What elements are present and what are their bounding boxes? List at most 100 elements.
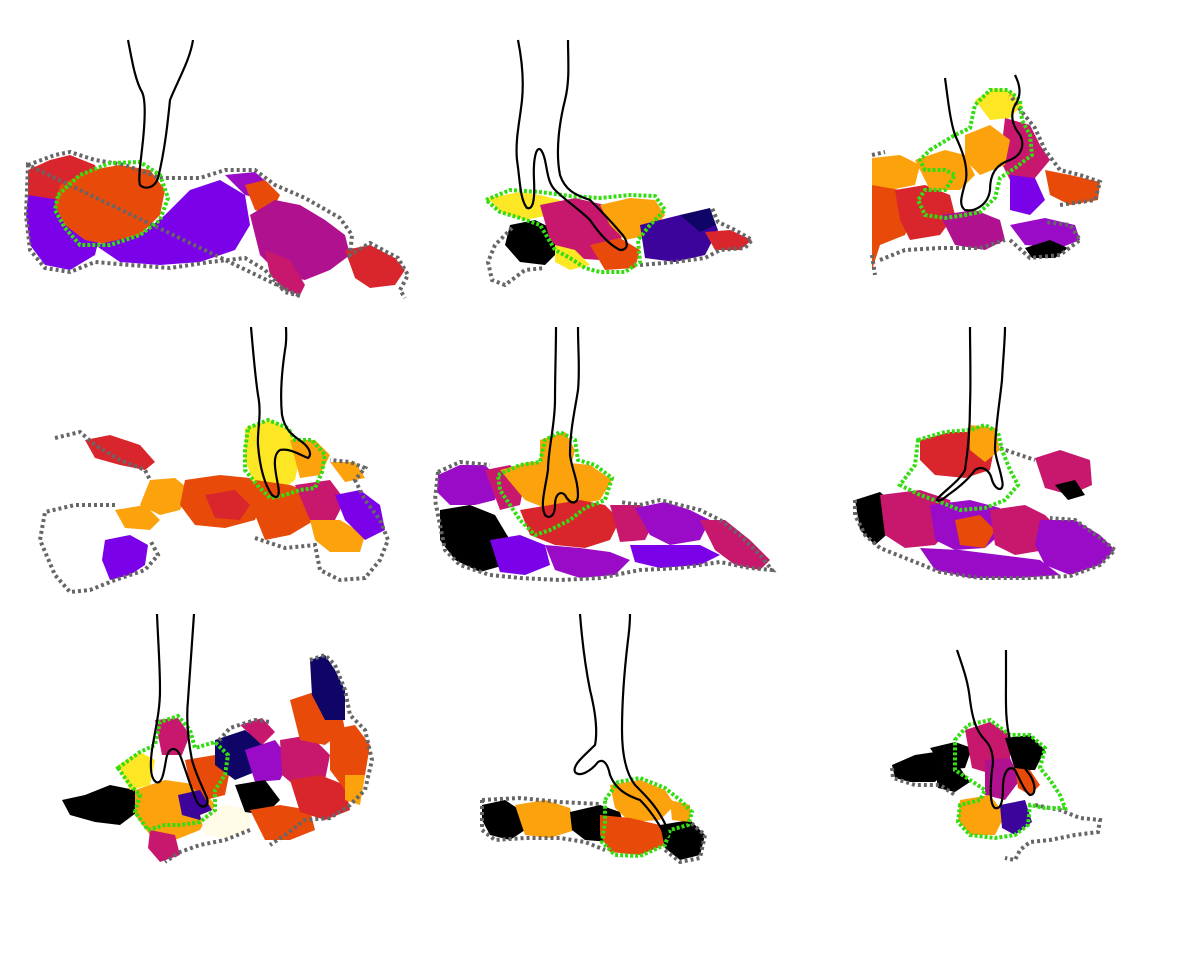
panel-9: [890, 649, 1103, 863]
heat-patch: [95, 180, 250, 265]
foot-outline: [515, 39, 628, 252]
outer-boundary: [432, 459, 777, 583]
heat-patch: [630, 545, 720, 568]
highlight-boundary: [953, 717, 1068, 841]
heat-region: [892, 722, 1045, 835]
heat-patch: [250, 805, 315, 840]
heat-patch: [1035, 450, 1092, 495]
foot-outline: [126, 39, 195, 189]
foot-outline: [955, 649, 1036, 810]
heat-patch: [505, 220, 560, 265]
heat-patch: [670, 800, 690, 822]
heat-patch: [920, 548, 1060, 578]
heat-region: [85, 420, 385, 580]
outer-boundary: [23, 149, 411, 300]
heat-patch: [440, 505, 510, 572]
highlight-boundary: [915, 88, 1035, 221]
heat-patch: [85, 435, 155, 470]
heat-patch: [330, 462, 365, 482]
heat-patch: [1000, 118, 1050, 180]
heat-region: [855, 425, 1115, 578]
heat-patch: [892, 752, 945, 782]
heat-patch: [975, 88, 1022, 120]
highlight-boundary: [896, 422, 1021, 513]
heat-patch: [265, 250, 305, 295]
foot-outline: [541, 326, 580, 519]
heat-patch: [115, 505, 160, 530]
foot-outline: [943, 74, 1024, 212]
outer-boundary: [480, 795, 708, 865]
heat-patch: [102, 535, 148, 580]
highlight-boundary: [599, 775, 695, 859]
outer-boundary: [163, 652, 375, 864]
heat-patch: [955, 515, 995, 548]
panel-2: [482, 39, 756, 288]
heat-patch: [500, 462, 612, 510]
heat-patch: [965, 125, 1010, 175]
heat-region: [62, 655, 370, 862]
panel-6: [853, 326, 1118, 580]
heat-patch: [1010, 218, 1080, 248]
heat-patch: [205, 490, 250, 520]
panel-5: [432, 326, 777, 583]
heat-patch: [118, 752, 155, 790]
foot-outline: [149, 613, 209, 808]
heat-patch: [335, 490, 385, 540]
panel-1: [23, 39, 411, 300]
heat-patch: [930, 742, 972, 770]
heat-patch: [235, 780, 280, 815]
heat-patch: [55, 165, 165, 245]
outer-boundary: [485, 207, 756, 288]
heat-patch: [437, 465, 500, 505]
heat-patch: [635, 502, 710, 545]
highlight-boundary: [495, 429, 615, 538]
heat-patch: [155, 718, 190, 755]
panel-8: [480, 613, 708, 865]
heat-patch: [935, 768, 970, 792]
heat-patch: [178, 790, 212, 820]
heat-patch: [330, 725, 370, 790]
heat-patch: [140, 478, 190, 515]
outer-boundary: [870, 93, 1103, 276]
heat-patch: [310, 520, 365, 552]
foot-outline: [936, 326, 1007, 502]
heat-patch: [660, 820, 705, 860]
foot-outline: [573, 613, 669, 838]
outer-boundary: [890, 767, 1103, 863]
heat-patch: [1005, 735, 1045, 770]
highlight-boundary: [52, 159, 171, 247]
panel-3: [870, 74, 1103, 276]
heat-patch: [1000, 800, 1032, 835]
heat-patch: [148, 830, 180, 862]
panel-4: [37, 326, 391, 595]
heat-patch: [872, 155, 920, 190]
foot-outline: [249, 326, 312, 499]
heat-patch: [600, 815, 665, 855]
heat-patch: [700, 520, 770, 570]
heat-region: [872, 88, 1100, 270]
heat-patch: [895, 185, 955, 240]
heat-patch: [705, 230, 752, 250]
heat-patch: [482, 800, 525, 840]
heat-patch: [200, 805, 250, 838]
heat-patch: [310, 655, 345, 720]
panel-7: [62, 613, 375, 864]
heat-patch: [515, 800, 575, 838]
heat-patch: [62, 785, 140, 825]
highlight-boundary: [115, 713, 231, 833]
heat-patch: [545, 545, 630, 578]
heat-patch: [490, 535, 550, 575]
heat-patch: [940, 210, 1005, 250]
heat-patch: [345, 775, 365, 805]
highlight-boundary: [482, 187, 668, 274]
heat-region: [437, 432, 770, 578]
heat-patch: [1055, 480, 1085, 500]
heat-patch: [520, 500, 620, 548]
heat-patch: [240, 718, 275, 745]
heat-patch: [970, 425, 1000, 462]
heat-patch: [26, 195, 100, 270]
outer-boundary: [37, 429, 391, 595]
heat-patch: [680, 208, 716, 232]
heat-patch: [250, 200, 350, 280]
